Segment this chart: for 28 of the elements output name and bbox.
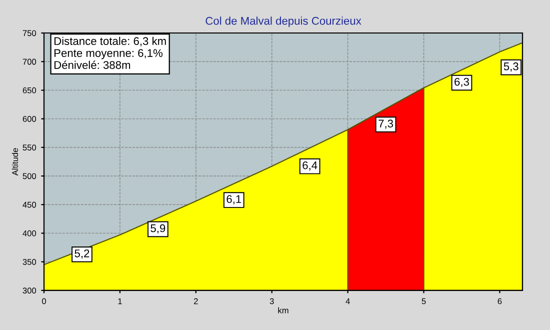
x-tick-label: 1 <box>118 298 122 304</box>
y-tick-label: 650 <box>22 87 36 94</box>
annotation: 5,9 <box>150 224 166 234</box>
y-tick-label: 550 <box>22 144 36 150</box>
x-tick-label: 3 <box>270 298 274 304</box>
x-axis-title: km <box>278 307 288 314</box>
y-axis-title: Altitude <box>12 148 18 176</box>
annotation: 6,3 <box>454 78 469 88</box>
x-tick-label: 4 <box>346 298 350 304</box>
x-tick-label: 2 <box>194 298 198 304</box>
y-tick-label: 400 <box>22 230 36 236</box>
annotation: 7,3 <box>378 120 394 129</box>
y-tick-label: 500 <box>22 173 36 180</box>
y-tick-label: 700 <box>22 58 36 65</box>
annotation: Distance totale: 6,3 km Pente moyenne: 6,1% Dénivelé: 388m <box>54 36 166 69</box>
annotation: 5,2 <box>74 249 90 259</box>
annotation: 5,3 <box>504 62 518 72</box>
x-tick-label: 6 <box>498 298 502 304</box>
y-tick-label: 350 <box>22 259 36 265</box>
y-tick-label: 450 <box>22 202 36 208</box>
annotation: 6,4 <box>302 161 318 171</box>
x-tick-label: 5 <box>422 298 426 304</box>
y-tick-label: 600 <box>22 116 36 122</box>
chart-title: Col de Malval depuis Courzieux <box>206 16 362 27</box>
y-tick-label: 300 <box>22 288 36 294</box>
x-tick-label: 0 <box>42 298 46 304</box>
y-tick-label: 750 <box>22 30 36 36</box>
annotation: 6,1 <box>226 195 242 204</box>
